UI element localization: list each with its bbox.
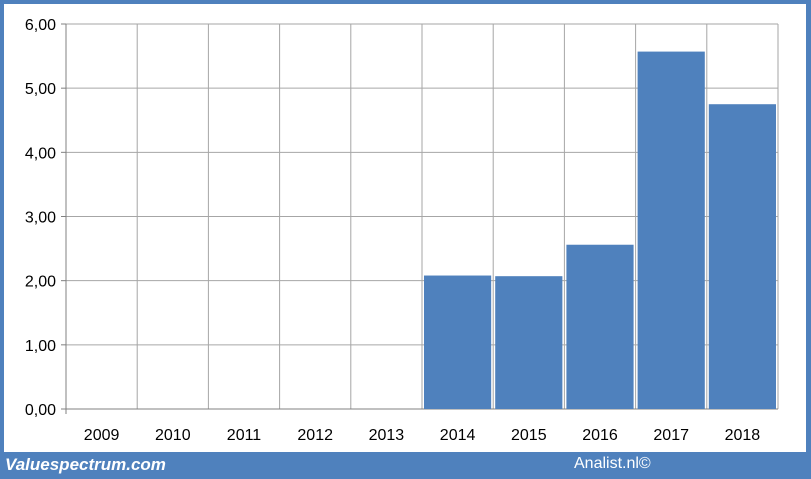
- x-tick-label: 2017: [653, 427, 689, 444]
- x-tick-label: 2010: [155, 427, 191, 444]
- y-tick-label: 6,00: [25, 17, 56, 34]
- y-tick-label: 4,00: [25, 145, 56, 162]
- x-tick-label: 2014: [440, 427, 476, 444]
- x-tick-label: 2018: [725, 427, 761, 444]
- bar-2016: [566, 244, 634, 409]
- x-tick-label: 2009: [84, 427, 120, 444]
- chart-panel: 0,00 1,00 2,00 3,00 4,00 5,00 6,00 2009 2010 2011…: [4, 4, 806, 452]
- y-tick-label: 3,00: [25, 210, 56, 227]
- bar-2014: [424, 275, 492, 409]
- x-tick-label: 2013: [369, 427, 405, 444]
- footer-copyright-label: Analist.nl©: [574, 455, 651, 472]
- x-tick-label: 2012: [297, 427, 333, 444]
- footer-source-label: Valuespectrum.com: [5, 455, 166, 474]
- x-tick-label: 2011: [227, 427, 262, 444]
- y-tick-label: 0,00: [25, 402, 56, 419]
- bar-chart: 0,00 1,00 2,00 3,00 4,00 5,00 6,00 2009 2010 2011…: [25, 17, 779, 444]
- bar-2018: [708, 104, 776, 409]
- y-tick-label: 1,00: [25, 338, 56, 355]
- bar-2017: [637, 51, 705, 409]
- y-tick-label: 5,00: [25, 81, 56, 98]
- bar-2015: [495, 276, 563, 409]
- x-tick-label: 2016: [582, 427, 618, 444]
- x-tick-label: 2015: [511, 427, 547, 444]
- y-tick-label: 2,00: [25, 274, 56, 291]
